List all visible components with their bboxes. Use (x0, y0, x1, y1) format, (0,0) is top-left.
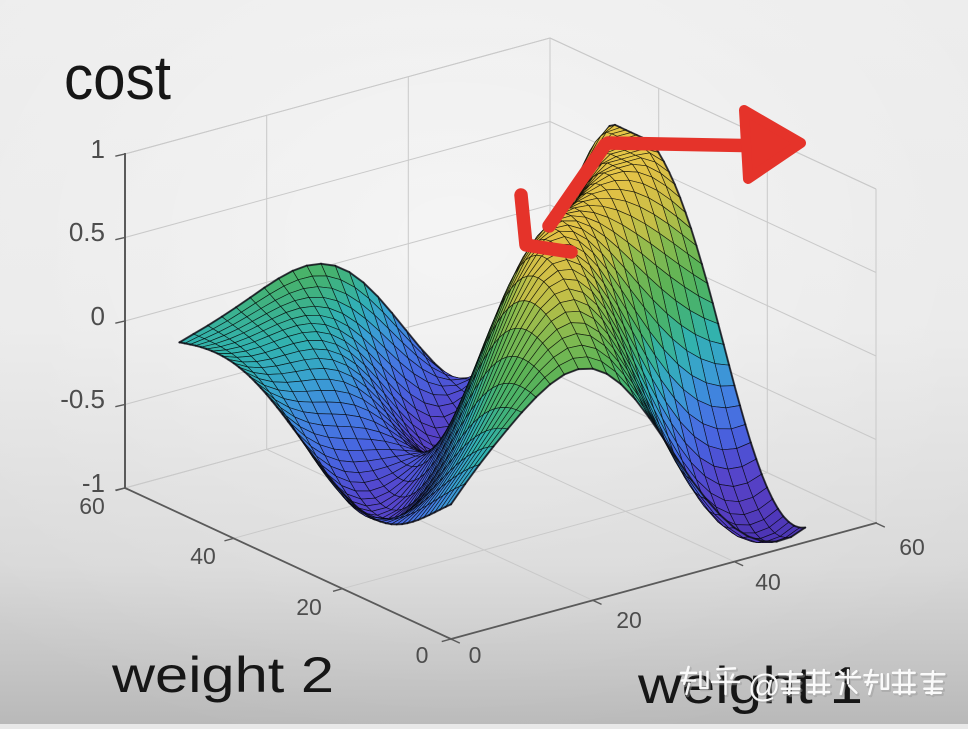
svg-text:cost: cost (64, 44, 171, 113)
svg-text:0: 0 (469, 642, 482, 668)
svg-text:1: 1 (91, 134, 105, 164)
svg-text:40: 40 (755, 569, 781, 595)
svg-text:0: 0 (416, 642, 429, 668)
svg-text:@: @ (748, 668, 780, 704)
svg-text:20: 20 (616, 607, 642, 633)
svg-text:60: 60 (79, 493, 105, 519)
svg-text:20: 20 (296, 594, 322, 620)
svg-text:0.5: 0.5 (69, 217, 105, 247)
svg-text:60: 60 (899, 534, 925, 560)
svg-text:0: 0 (91, 301, 105, 331)
svg-text:-0.5: -0.5 (60, 384, 105, 414)
svg-text:weight 2: weight 2 (111, 647, 334, 703)
svg-text:40: 40 (190, 543, 216, 569)
